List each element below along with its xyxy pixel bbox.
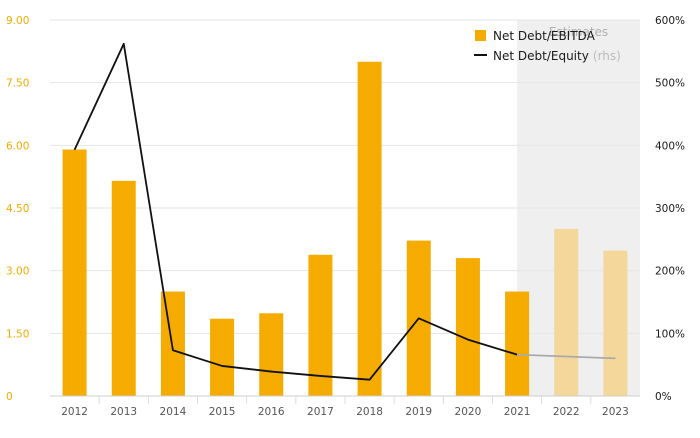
bar-2020 <box>455 258 480 396</box>
legend-label-rhs: (rhs) <box>593 49 621 63</box>
bar-2017 <box>308 254 333 396</box>
bar-2014 <box>160 291 185 396</box>
y-left-tick-label: 9.00 <box>6 15 29 27</box>
y-left-tick-label: 3.00 <box>6 266 29 278</box>
bar-2022 <box>554 228 579 396</box>
bar-2015 <box>210 318 235 396</box>
x-tick-label-2016: 2016 <box>258 406 285 418</box>
x-tick-label-2014: 2014 <box>160 406 187 418</box>
x-tick-label-2021: 2021 <box>504 406 531 418</box>
y-right-tick-label: 300% <box>655 203 685 215</box>
x-tick-label-2022: 2022 <box>553 406 580 418</box>
y-right-tick-label: 600% <box>655 15 685 27</box>
y-left-tick-label: 1.50 <box>6 328 29 340</box>
bar-2012 <box>62 149 87 396</box>
axes: 0 1.50 3.00 4.50 6.00 7.50 9.00 0% 100% 200% 300% 4… <box>6 15 685 418</box>
x-tick-label-2023: 2023 <box>602 406 629 418</box>
x-tick-label-2015: 2015 <box>209 406 236 418</box>
legend: Net Debt/EBITDA Net Debt/Equity (rhs) <box>474 29 621 63</box>
bar-2021 <box>505 291 530 396</box>
bar-2018 <box>357 61 382 397</box>
legend-label-net-debt-equity: Net Debt/Equity (rhs) <box>493 49 621 63</box>
x-tick-label-2018: 2018 <box>356 406 383 418</box>
y-left-tick-label: 6.00 <box>6 140 29 152</box>
line-net-debt-equity-actual <box>73 42 518 381</box>
legend-label-net-debt-equity-name: Net Debt/Equity <box>493 49 589 63</box>
x-tick-label-2017: 2017 <box>307 406 334 418</box>
line-net-debt-equity-estimate <box>517 353 616 360</box>
y-right-tick-label: 100% <box>655 328 685 340</box>
bar-2016 <box>259 313 284 396</box>
estimates-label: Estimates <box>549 25 608 39</box>
x-tick-label-2013: 2013 <box>110 406 137 418</box>
legend-swatch-net-debt-ebitda <box>475 30 486 41</box>
bar-2023 <box>603 250 628 396</box>
y-left-tick-label: 7.50 <box>6 78 29 90</box>
gridlines <box>50 19 640 334</box>
x-tick-label-2019: 2019 <box>405 406 432 418</box>
bar-2013 <box>111 180 136 396</box>
x-tick-label-2020: 2020 <box>455 406 482 418</box>
bar-series <box>62 61 628 397</box>
y-right-tick-label: 0% <box>655 391 672 403</box>
line-series <box>73 42 616 381</box>
y-right-tick-label: 400% <box>655 140 685 152</box>
x-tick-label-2012: 2012 <box>61 406 88 418</box>
y-left-tick-label: 0 <box>6 391 13 403</box>
y-right-tick-label: 500% <box>655 78 685 90</box>
y-left-tick-label: 4.50 <box>6 203 29 215</box>
legend-label-net-debt-ebitda: Net Debt/EBITDA <box>493 29 596 43</box>
y-right-tick-label: 200% <box>655 266 685 278</box>
